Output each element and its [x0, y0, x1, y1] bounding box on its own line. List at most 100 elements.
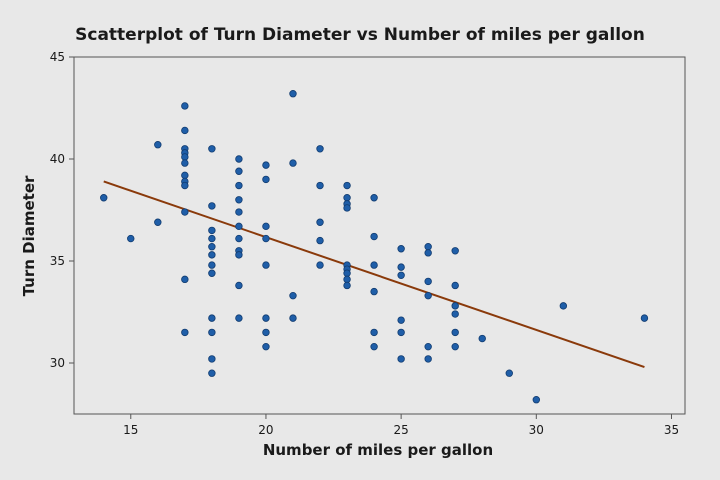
chart-title: Scatterplot of Turn Diameter vs Number o…: [75, 25, 645, 45]
data-point: [208, 328, 216, 337]
data-point: [370, 287, 378, 296]
data-point: [262, 261, 270, 269]
data-point: [235, 167, 243, 175]
y-tick-label: 35: [50, 254, 65, 268]
data-point: [316, 218, 324, 226]
data-point: [181, 126, 189, 135]
x-tick-label: 15: [123, 423, 138, 437]
data-point: [154, 141, 162, 149]
data-point: [127, 234, 135, 243]
data-point: [343, 204, 351, 212]
data-point: [181, 153, 189, 161]
data-point: [451, 310, 459, 318]
x-axis: 15 20 25 30 35: [123, 414, 679, 437]
data-point: [532, 396, 541, 404]
data-point: [370, 261, 378, 269]
y-tick-label: 45: [50, 50, 65, 64]
data-point: [343, 269, 351, 277]
data-point: [370, 342, 378, 351]
data-point: [478, 334, 486, 343]
data-point: [397, 245, 405, 253]
data-point: [451, 281, 459, 290]
data-point: [100, 194, 108, 202]
data-point: [235, 251, 243, 259]
data-point: [424, 277, 432, 286]
data-point: [181, 328, 189, 337]
data-point: [181, 159, 189, 167]
y-tick-label: 40: [50, 152, 65, 166]
data-point: [289, 159, 297, 167]
y-tick-label: 30: [50, 356, 65, 370]
data-point: [208, 369, 216, 377]
data-point: [316, 261, 324, 269]
data-point: [181, 208, 189, 216]
data-point: [289, 90, 297, 98]
data-point: [262, 342, 270, 351]
data-point: [370, 194, 378, 202]
x-tick-label: 30: [529, 423, 544, 437]
x-tick-label: 25: [393, 423, 408, 437]
x-tick-label: 20: [258, 423, 273, 437]
data-point: [154, 218, 162, 226]
data-point: [235, 222, 243, 231]
x-tick-label: 35: [664, 423, 679, 437]
data-point: [343, 275, 351, 284]
data-point: [505, 369, 513, 377]
data-point: [397, 271, 405, 279]
data-point: [397, 316, 405, 324]
data-point: [208, 234, 216, 243]
data-point: [208, 355, 216, 363]
data-point: [235, 314, 243, 322]
data-point: [343, 194, 351, 202]
plot-area: [73, 56, 686, 415]
data-point: [424, 243, 432, 251]
data-point: [208, 261, 216, 269]
data-point: [424, 355, 432, 363]
data-point: [208, 202, 216, 210]
data-point: [235, 181, 243, 190]
data-point: [343, 181, 351, 190]
data-point: [208, 226, 216, 235]
data-point: [316, 145, 324, 153]
data-point: [181, 102, 189, 110]
data-point: [208, 251, 216, 259]
data-point: [640, 314, 649, 322]
points-layer: [100, 90, 649, 404]
data-point: [397, 263, 405, 271]
fit-line-layer: [103, 180, 645, 369]
y-axis: 30 35 40 45: [50, 50, 74, 370]
data-point: [181, 181, 189, 190]
data-point: [181, 171, 189, 180]
data-point: [370, 328, 378, 337]
data-point: [424, 291, 432, 300]
regression-line: [103, 180, 645, 369]
data-point: [316, 236, 324, 245]
data-point: [235, 281, 243, 290]
data-point: [181, 275, 189, 284]
data-point: [451, 328, 459, 337]
data-point: [262, 328, 270, 337]
data-point: [262, 222, 270, 231]
data-point: [424, 342, 432, 351]
data-point: [316, 181, 324, 190]
data-point: [451, 247, 459, 255]
x-axis-label: Number of miles per gallon: [263, 441, 493, 459]
data-point: [397, 328, 405, 337]
data-point: [235, 208, 243, 216]
data-point: [235, 196, 243, 204]
data-point: [208, 145, 216, 153]
data-point: [397, 355, 405, 363]
data-point: [262, 234, 270, 243]
data-point: [289, 314, 297, 322]
data-point: [208, 269, 216, 277]
data-point: [343, 281, 351, 290]
data-point: [235, 155, 243, 163]
y-axis-label: Turn Diameter: [20, 175, 38, 296]
data-point: [262, 314, 270, 322]
data-point: [289, 291, 297, 300]
data-point: [451, 302, 459, 310]
data-point: [451, 342, 459, 351]
data-point: [208, 243, 216, 251]
